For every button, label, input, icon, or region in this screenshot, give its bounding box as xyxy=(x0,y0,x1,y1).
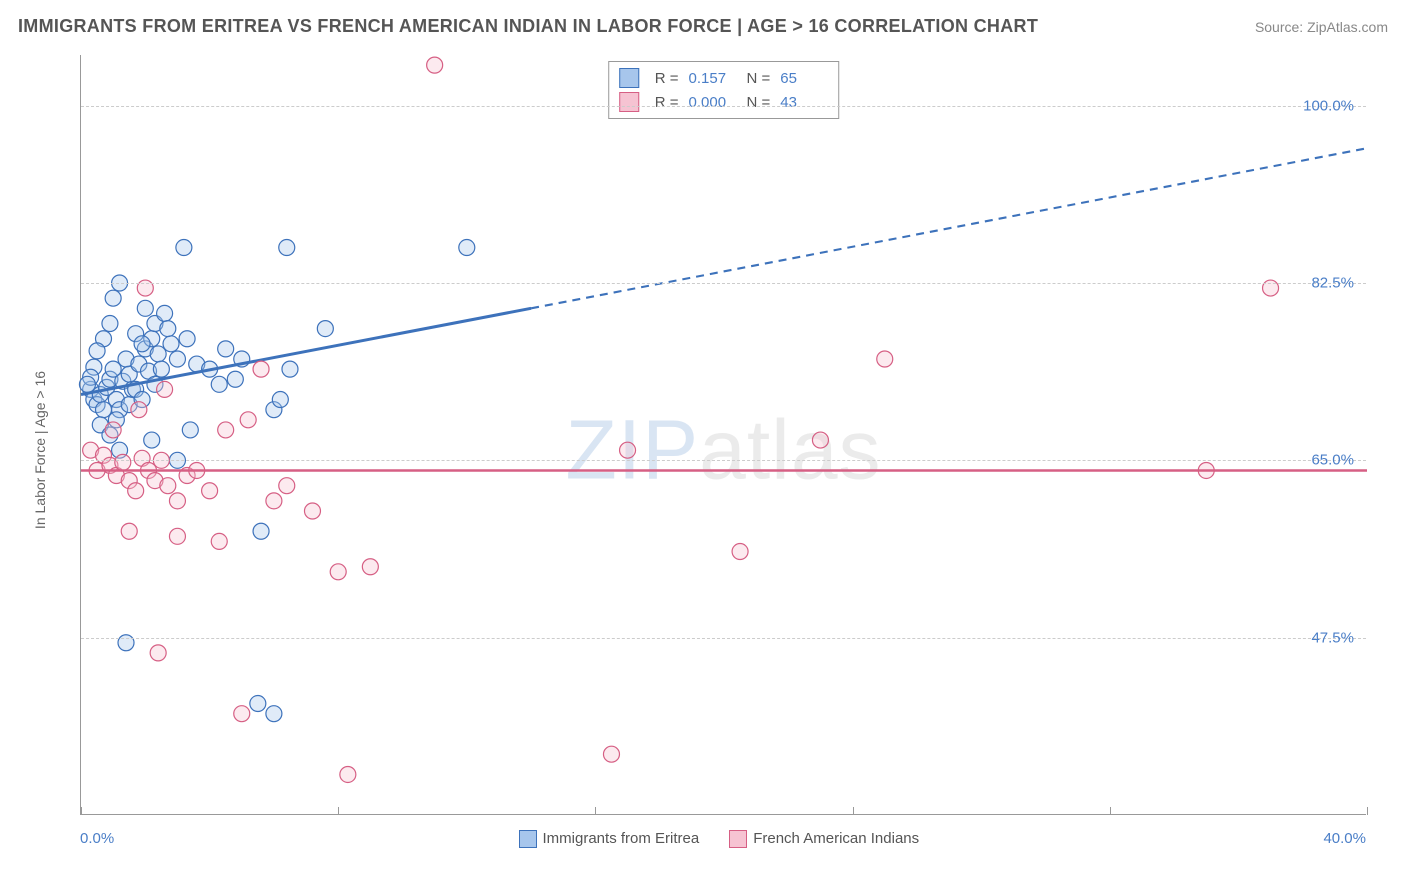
n-label: N = xyxy=(747,94,771,111)
data-point xyxy=(153,361,169,377)
x-tick-end: 40.0% xyxy=(1323,830,1366,847)
gridline xyxy=(81,638,1366,639)
data-point xyxy=(115,454,131,470)
x-axis-row: 0.0% Immigrants from Eritrea French Ameri… xyxy=(80,830,1366,848)
data-point xyxy=(144,432,160,448)
legend-label: French American Indians xyxy=(753,830,919,847)
plot-area: In Labor Force | Age > 16 ZIPatlas R =0.… xyxy=(50,55,1386,845)
data-point xyxy=(105,422,121,438)
data-point xyxy=(253,361,269,377)
legend-swatch xyxy=(619,92,639,112)
data-point xyxy=(459,240,475,256)
data-point xyxy=(105,290,121,306)
x-tick-mark xyxy=(853,807,854,815)
data-point xyxy=(279,478,295,494)
x-tick-mark xyxy=(81,807,82,815)
data-point xyxy=(176,240,192,256)
data-point xyxy=(282,361,298,377)
x-tick-start: 0.0% xyxy=(80,830,114,847)
data-point xyxy=(137,300,153,316)
r-value: 0.157 xyxy=(689,70,737,87)
data-point xyxy=(240,412,256,428)
data-point xyxy=(732,544,748,560)
data-point xyxy=(211,376,227,392)
data-point xyxy=(620,442,636,458)
y-tick-label: 82.5% xyxy=(1311,275,1354,292)
data-point xyxy=(603,746,619,762)
data-point xyxy=(340,766,356,782)
n-value: 43 xyxy=(780,94,828,111)
data-point xyxy=(79,376,95,392)
y-tick-label: 47.5% xyxy=(1311,629,1354,646)
legend-item: French American Indians xyxy=(729,830,919,848)
y-axis-label: In Labor Force | Age > 16 xyxy=(32,371,48,529)
y-tick-label: 65.0% xyxy=(1311,452,1354,469)
data-point xyxy=(227,371,243,387)
r-label: R = xyxy=(655,94,679,111)
r-value: 0.000 xyxy=(689,94,737,111)
data-point xyxy=(253,523,269,539)
legend-swatch xyxy=(619,68,639,88)
data-point xyxy=(89,343,105,359)
data-point xyxy=(169,493,185,509)
data-point xyxy=(160,478,176,494)
scatter-svg xyxy=(81,55,1366,814)
data-point xyxy=(163,336,179,352)
data-point xyxy=(218,341,234,357)
correlation-legend: R = 0.157 N = 65 R = 0.000 N = 43 xyxy=(608,61,840,119)
data-point xyxy=(179,331,195,347)
data-point xyxy=(121,523,137,539)
gridline xyxy=(81,460,1366,461)
chart-canvas: ZIPatlas R =0.157N =65R =0.000N =43 47.5… xyxy=(80,55,1366,815)
data-point xyxy=(272,392,288,408)
data-point xyxy=(362,559,378,575)
n-label: N = xyxy=(747,70,771,87)
data-point xyxy=(279,240,295,256)
gridline xyxy=(81,283,1366,284)
correlation-legend-row: R = 0.157 N = 65 xyxy=(619,66,829,90)
n-value: 65 xyxy=(780,70,828,87)
data-point xyxy=(234,706,250,722)
data-point xyxy=(317,321,333,337)
r-label: R = xyxy=(655,70,679,87)
data-point xyxy=(128,483,144,499)
legend-swatch xyxy=(519,830,537,848)
x-tick-mark xyxy=(1110,807,1111,815)
data-point xyxy=(134,336,150,352)
data-point xyxy=(157,305,173,321)
data-point xyxy=(169,528,185,544)
data-point xyxy=(250,696,266,712)
data-point xyxy=(202,483,218,499)
legend-label: Immigrants from Eritrea xyxy=(543,830,700,847)
legend-item: Immigrants from Eritrea xyxy=(519,830,700,848)
data-point xyxy=(102,316,118,332)
x-tick-mark xyxy=(1367,807,1368,815)
data-point xyxy=(218,422,234,438)
data-point xyxy=(330,564,346,580)
gridline xyxy=(81,106,1366,107)
data-point xyxy=(131,402,147,418)
data-point xyxy=(157,381,173,397)
data-point xyxy=(160,321,176,337)
data-point xyxy=(427,57,443,73)
data-point xyxy=(211,533,227,549)
data-point xyxy=(812,432,828,448)
series-legend: Immigrants from Eritrea French American I… xyxy=(519,830,920,848)
data-point xyxy=(182,422,198,438)
legend-swatch xyxy=(729,830,747,848)
x-tick-mark xyxy=(338,807,339,815)
data-point xyxy=(150,645,166,661)
data-point xyxy=(266,706,282,722)
data-point xyxy=(877,351,893,367)
data-point xyxy=(266,493,282,509)
correlation-legend-row: R = 0.000 N = 43 xyxy=(619,90,829,114)
x-tick-mark xyxy=(595,807,596,815)
regression-line-extrapolated xyxy=(531,148,1367,308)
data-point xyxy=(304,503,320,519)
y-tick-label: 100.0% xyxy=(1303,97,1354,114)
data-point xyxy=(169,351,185,367)
source-attribution: Source: ZipAtlas.com xyxy=(1255,19,1388,35)
chart-title: IMMIGRANTS FROM ERITREA VS FRENCH AMERIC… xyxy=(18,16,1038,37)
